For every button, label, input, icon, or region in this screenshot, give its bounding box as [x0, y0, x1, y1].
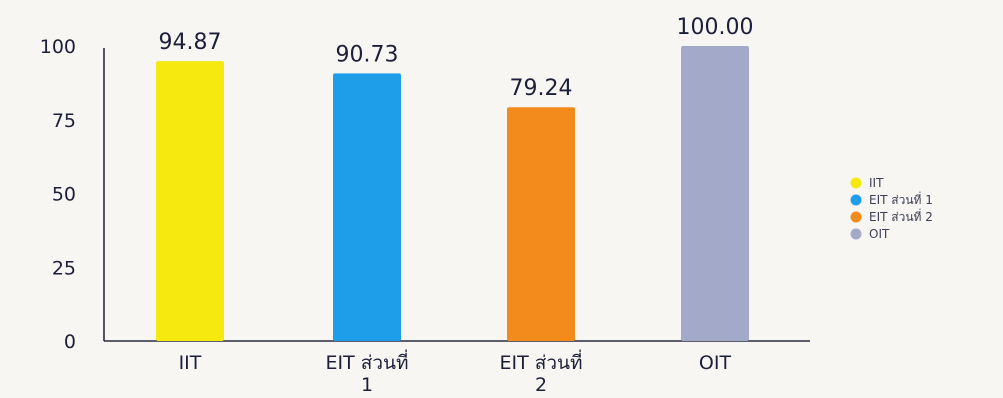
legend-swatch — [850, 177, 862, 189]
legend-label: EIT ส่วนที่ 1 — [869, 191, 933, 207]
value-labels: 94.87 90.73 79.24 100.00 — [159, 15, 754, 101]
data-label: 79.24 — [510, 76, 573, 101]
x-tick-label: IIT — [179, 352, 202, 374]
bar — [681, 46, 749, 341]
legend-label: OIT — [869, 227, 890, 241]
data-label: 90.73 — [336, 42, 399, 67]
data-label: 100.00 — [677, 15, 754, 40]
bar — [333, 73, 401, 341]
bars — [156, 46, 749, 342]
x-tick-label: EIT ส่วนที่ — [499, 349, 582, 374]
y-axis: 0 25 50 75 100 — [40, 36, 105, 353]
bar — [507, 107, 575, 341]
legend-label: EIT ส่วนที่ 2 — [869, 208, 933, 224]
y-tick-label: 100 — [40, 36, 76, 58]
y-tick-label: 25 — [52, 257, 76, 279]
data-label: 94.87 — [159, 30, 222, 55]
legend-swatch — [850, 211, 862, 223]
y-tick-label: 75 — [52, 110, 76, 132]
y-tick-label: 50 — [52, 184, 76, 206]
x-tick-label: 2 — [535, 374, 547, 396]
x-tick-label: 1 — [361, 374, 373, 396]
bar — [156, 61, 224, 342]
legend-swatch — [850, 194, 862, 206]
y-tick-label: 0 — [64, 331, 76, 353]
x-tick-label: OIT — [699, 352, 732, 374]
legend-label: IIT — [869, 176, 884, 190]
x-tick-label: EIT ส่วนที่ — [325, 349, 408, 374]
legend-swatch — [850, 228, 862, 240]
